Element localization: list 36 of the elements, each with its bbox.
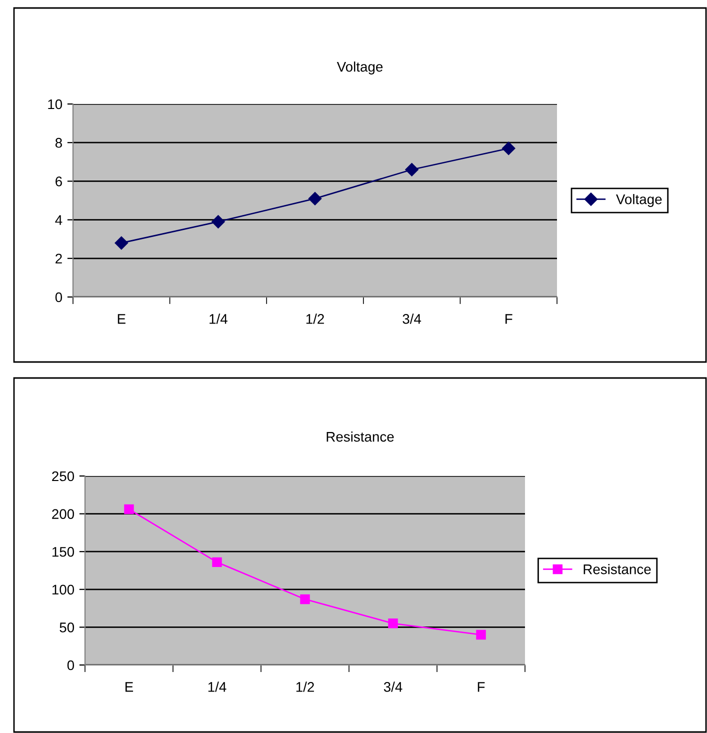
y-tick-label: 4 xyxy=(55,215,62,225)
x-tick-label: 1/2 xyxy=(296,682,314,692)
y-tick-label: 2 xyxy=(56,254,62,264)
point xyxy=(308,192,322,206)
y-tick-label: 50 xyxy=(60,622,74,632)
x-tick-label: 1/4 xyxy=(210,314,228,324)
y-tick-label: 6 xyxy=(56,176,62,186)
y-tick-label: 150 xyxy=(52,546,74,557)
x-tick-label: 1/2 xyxy=(306,314,324,324)
chart-title: Voltage xyxy=(336,62,383,74)
point xyxy=(212,215,225,228)
chart-title: Resistance xyxy=(326,432,394,442)
y-tick-label: 10 xyxy=(48,99,62,110)
y-tick-label: 8 xyxy=(55,138,62,148)
point xyxy=(114,236,128,250)
y-tick-label: 0 xyxy=(67,660,74,670)
point xyxy=(388,618,398,628)
point xyxy=(300,594,310,604)
point xyxy=(212,557,222,568)
legend-label: Voltage xyxy=(616,194,662,207)
x-tick-label: F xyxy=(506,314,512,324)
y-tick-label: 0 xyxy=(55,292,62,302)
point xyxy=(124,504,134,514)
x-tick-label: E xyxy=(126,682,134,692)
legend-label: Resistance xyxy=(584,564,651,574)
x-tick-label: E xyxy=(118,314,126,324)
y-tick-label: 100 xyxy=(52,584,74,595)
point xyxy=(405,163,418,176)
y-tick-label: 250 xyxy=(52,471,74,482)
x-tick-label: 3/4 xyxy=(384,682,402,692)
x-tick-label: 3/4 xyxy=(402,314,422,324)
point xyxy=(476,630,486,640)
point xyxy=(502,142,516,155)
x-tick-label: F xyxy=(478,682,485,692)
x-tick-label: 1/4 xyxy=(208,682,226,692)
y-tick-label: 200 xyxy=(52,509,74,519)
